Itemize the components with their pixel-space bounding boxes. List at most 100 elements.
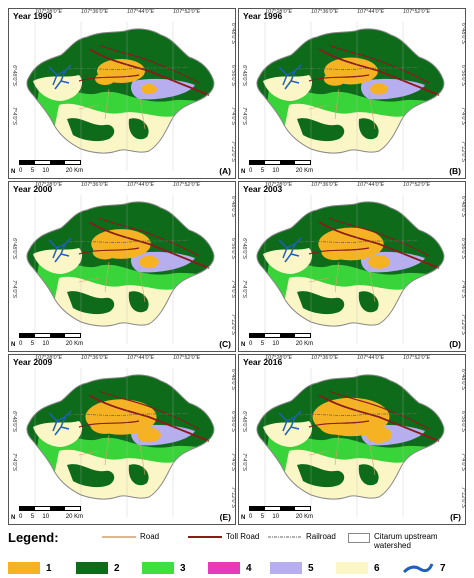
class-4-swatch	[208, 562, 240, 574]
class-4-label: 4	[246, 562, 252, 574]
class-6-swatch	[336, 562, 368, 574]
lat-tick: 7°12'0"S	[460, 141, 466, 163]
scale-tick: 10	[42, 514, 50, 520]
scale-labels: 0 5 10 20 Km	[19, 341, 83, 347]
lon-tick: 107°28'0"E	[265, 182, 293, 188]
map-panel-5: Year 2009 (E) 107°28'0"E 107°36'0"E 107°…	[8, 354, 236, 525]
lat-tick: 7°4'0"S	[241, 280, 247, 299]
land-use-map	[256, 368, 445, 517]
lat-tick: 7°4'0"S	[230, 107, 236, 126]
scale-tick: 5	[30, 341, 35, 347]
lon-tick: 107°52'0"E	[173, 182, 201, 188]
map-panel-6: Year 2016 (F) 107°28'0"E 107°36'0"E 107°…	[238, 354, 466, 525]
legend-railroad: Railroad	[268, 532, 336, 541]
legend-class-2: 2	[76, 562, 120, 574]
lon-tick: 107°36'0"E	[311, 355, 339, 361]
legend-class-5: 5	[270, 562, 314, 574]
panel-year-title: Year 2016	[243, 357, 283, 367]
lon-tick: 107°28'0"E	[35, 182, 63, 188]
lon-tick: 107°52'0"E	[173, 9, 201, 15]
class-7-river-icon	[402, 563, 434, 574]
lon-tick: 107°36'0"E	[81, 355, 109, 361]
map-panel-2: Year 1996 (B) 107°28'0"E 107°36'0"E 107°…	[238, 8, 466, 179]
land-use-map	[26, 22, 215, 171]
class-2-swatch	[76, 562, 108, 574]
scale-tick: 20 Km	[295, 168, 314, 174]
scale-tick: 20 Km	[65, 168, 84, 174]
north-arrow-icon: N	[241, 342, 246, 348]
lat-tick: 7°12'0"S	[460, 487, 466, 509]
class-1-label: 1	[46, 562, 52, 574]
legend-class-3: 3	[142, 562, 186, 574]
panel-label: (E)	[219, 512, 231, 522]
north-arrow-icon: N	[11, 342, 16, 348]
lat-tick: 6°48'0"S	[241, 411, 247, 433]
scale-tick: 0	[249, 168, 253, 174]
legend-class-7: 7	[402, 562, 446, 574]
class-2-label: 2	[114, 562, 120, 574]
legend-toll-road-label: Toll Road	[226, 532, 260, 541]
scale-bar	[249, 333, 311, 338]
legend-class-1: 1	[8, 562, 52, 574]
lon-tick: 107°44'0"E	[357, 9, 385, 15]
lon-tick: 107°52'0"E	[403, 355, 431, 361]
lat-tick: 6°56'0"S	[460, 411, 466, 433]
class-1-swatch	[8, 562, 40, 574]
panel-label: (F)	[450, 512, 461, 522]
lat-tick: 7°12'0"S	[230, 314, 236, 336]
class-7-label: 7	[440, 562, 446, 574]
legend-road: Road	[102, 532, 159, 541]
lon-tick: 107°52'0"E	[403, 182, 431, 188]
scale-tick: 5	[260, 168, 265, 174]
railroad-line-icon	[268, 536, 302, 537]
lon-tick: 107°44'0"E	[357, 182, 385, 188]
north-arrow-icon: N	[241, 169, 246, 175]
legend-watershed-label: Citarum upstream watershed	[374, 532, 438, 550]
land-use-map	[256, 22, 445, 171]
legend-class-6: 6	[336, 562, 380, 574]
lat-tick: 7°4'0"S	[230, 280, 236, 299]
lat-tick: 6°56'0"S	[230, 65, 236, 87]
lat-tick: 7°12'0"S	[460, 314, 466, 336]
lat-tick: 6°48'0"S	[460, 369, 466, 391]
lat-tick: 6°56'0"S	[460, 238, 466, 260]
scale-labels: 0 5 10 20 Km	[249, 514, 313, 520]
map-panel-4: Year 2003 (D) 107°28'0"E 107°36'0"E 107°…	[238, 181, 466, 352]
scale-tick: 5	[260, 514, 265, 520]
scale-bar	[19, 506, 81, 511]
scale-labels: 0 5 10 20 Km	[19, 514, 83, 520]
map-panel-3: Year 2000 (C) 107°28'0"E 107°36'0"E 107°…	[8, 181, 236, 352]
legend-title: Legend:	[8, 530, 59, 545]
watershed-boundary-icon	[348, 533, 370, 543]
scale-tick: 20 Km	[295, 514, 314, 520]
class-5-label: 5	[308, 562, 314, 574]
lon-tick: 107°44'0"E	[357, 355, 385, 361]
lat-tick: 6°56'0"S	[230, 238, 236, 260]
class-3-label: 3	[180, 562, 186, 574]
panel-year-title: Year 1990	[13, 11, 53, 21]
scale-bar	[19, 160, 81, 165]
land-use-map	[256, 195, 445, 344]
lon-tick: 107°28'0"E	[265, 9, 293, 15]
panel-label: (C)	[219, 339, 231, 349]
panel-year-title: Year 2003	[243, 184, 283, 194]
lat-tick: 6°48'0"S	[230, 369, 236, 391]
scale-tick: 0	[249, 514, 253, 520]
lon-tick: 107°36'0"E	[311, 9, 339, 15]
lat-tick: 6°48'0"S	[241, 238, 247, 260]
class-6-label: 6	[374, 562, 380, 574]
lon-tick: 107°28'0"E	[265, 355, 293, 361]
lon-tick: 107°28'0"E	[35, 9, 63, 15]
panel-year-title: Year 1996	[243, 11, 283, 21]
lat-tick: 6°48'0"S	[241, 65, 247, 87]
lat-tick: 7°12'0"S	[230, 141, 236, 163]
lat-tick: 7°12'0"S	[230, 487, 236, 509]
scale-tick: 5	[30, 168, 35, 174]
lat-tick: 7°4'0"S	[460, 453, 466, 472]
legend: Legend: Road Toll Road Railroad Citarum …	[0, 526, 474, 578]
lon-tick: 107°28'0"E	[35, 355, 63, 361]
land-use-map	[26, 368, 215, 517]
legend-toll-road: Toll Road	[188, 532, 259, 541]
legend-road-label: Road	[140, 532, 160, 541]
scale-tick: 10	[272, 168, 280, 174]
